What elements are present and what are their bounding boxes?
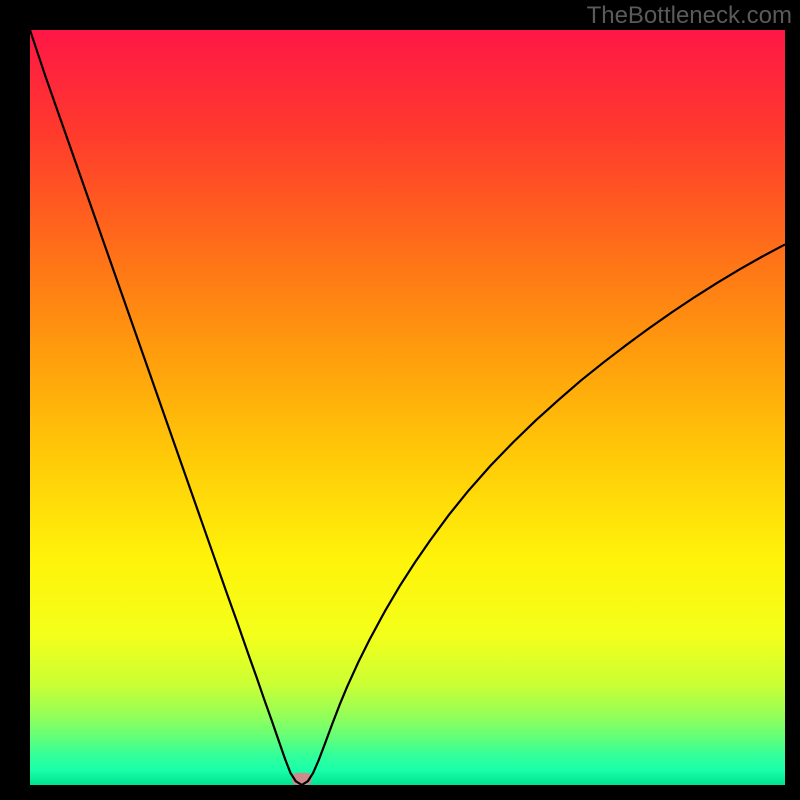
bottleneck-chart xyxy=(30,30,785,785)
chart-frame: TheBottleneck.com xyxy=(0,0,800,800)
watermark-text: TheBottleneck.com xyxy=(587,2,792,30)
chart-background xyxy=(30,30,785,785)
